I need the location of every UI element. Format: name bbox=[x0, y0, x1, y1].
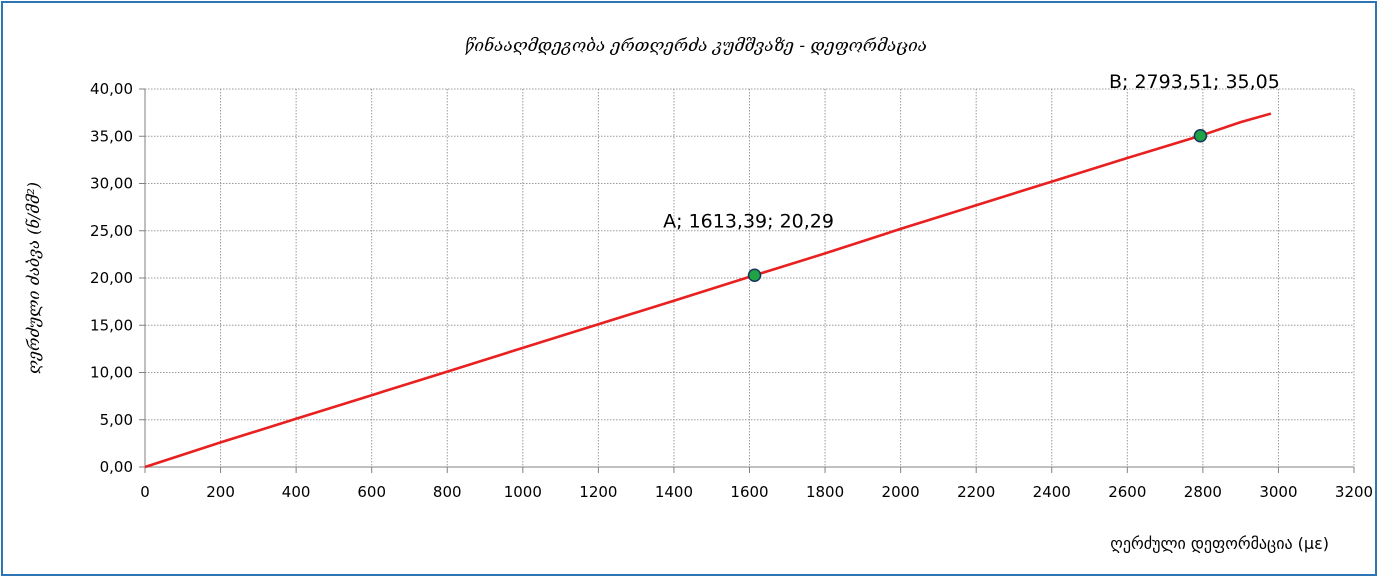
x-tick-label: 1200 bbox=[579, 483, 617, 501]
x-tick-label: 1800 bbox=[806, 483, 844, 501]
annotation-label: B; 2793,51; 35,05 bbox=[1109, 71, 1280, 93]
annotation-marker bbox=[1193, 129, 1208, 143]
x-tick-label: 800 bbox=[433, 483, 462, 501]
x-axis-label: ღერძული დეფორმაცია (με) bbox=[1110, 534, 1329, 553]
tick-labels: 0 200 400 600 800 1000 1200 1400 1600 1800 2000 220… bbox=[90, 80, 1373, 501]
y-axis-label: ღერძული ძაბვა (ნ/მმ²) bbox=[24, 182, 43, 374]
series-lines bbox=[144, 112, 1272, 469]
axes bbox=[139, 88, 1355, 473]
y-tick-label: 0,00 bbox=[100, 458, 133, 476]
x-tick-label: 3000 bbox=[1259, 483, 1297, 501]
x-tick-label: 200 bbox=[206, 483, 235, 501]
annotation-marker bbox=[747, 268, 762, 283]
x-tick-label: 1600 bbox=[730, 483, 768, 501]
x-tick-label: 0 bbox=[140, 483, 150, 501]
y-tick-label: 20,00 bbox=[90, 269, 133, 287]
y-tick-label: 30,00 bbox=[90, 175, 133, 193]
annotation-label: A; 1613,39; 20,29 bbox=[663, 210, 834, 232]
x-tick-label: 2200 bbox=[957, 483, 995, 501]
x-tick-label: 1400 bbox=[655, 483, 693, 501]
y-tick-label: 40,00 bbox=[90, 80, 133, 98]
y-tick-label: 35,00 bbox=[90, 127, 133, 145]
x-tick-label: 1000 bbox=[504, 483, 542, 501]
x-tick-label: 2600 bbox=[1108, 483, 1146, 501]
series-line bbox=[144, 112, 1272, 469]
y-tick-label: 5,00 bbox=[100, 411, 133, 429]
y-tick-label: 10,00 bbox=[90, 364, 133, 382]
x-tick-label: 2400 bbox=[1033, 483, 1071, 501]
grid-lines bbox=[145, 88, 1355, 467]
x-tick-label: 600 bbox=[357, 483, 386, 501]
annotation-markers: A; 1613,39; 20,29 B; 2793,51; 35,05 bbox=[663, 71, 1280, 283]
x-tick-label: 400 bbox=[282, 483, 311, 501]
chart-title: წინააღმდეგობა ერთღერძა კუმშვაზე - დეფორმ… bbox=[465, 36, 927, 56]
x-tick-label: 3200 bbox=[1335, 483, 1373, 501]
x-tick-label: 2000 bbox=[882, 483, 920, 501]
y-tick-label: 15,00 bbox=[90, 316, 133, 334]
x-tick-label: 2800 bbox=[1184, 483, 1222, 501]
chart-canvas: 0 200 400 600 800 1000 1200 1400 1600 1800 2000 220… bbox=[24, 36, 1373, 553]
y-tick-label: 25,00 bbox=[90, 222, 133, 240]
